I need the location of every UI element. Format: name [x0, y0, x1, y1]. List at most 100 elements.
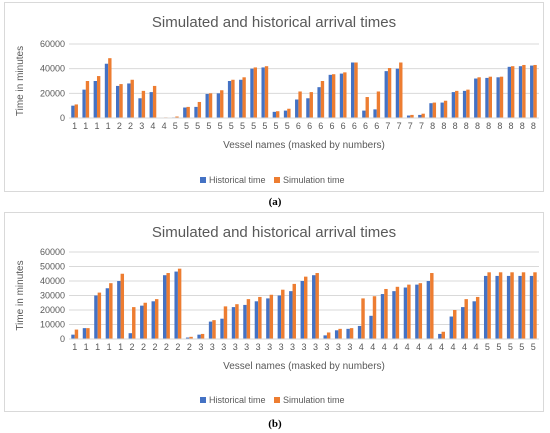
historical-bar — [507, 66, 512, 118]
legend-historical-label: Historical time — [209, 175, 266, 185]
historical-bar — [380, 294, 385, 339]
x-axis-label: Vessel names (masked by numbers) — [223, 361, 385, 372]
simulation-bar — [287, 108, 291, 118]
chart-a-panel: Simulated and historical arrival times Ti… — [4, 2, 544, 192]
simulation-bar — [365, 97, 369, 118]
historical-bar — [438, 333, 442, 339]
simulation-bar — [132, 307, 136, 339]
historical-bar — [243, 304, 247, 339]
chart-b-panel: Simulated and historical arrival times Ti… — [4, 212, 544, 412]
simulation-bar — [384, 288, 388, 339]
historical-bar — [415, 284, 419, 339]
x-tick-label: 3 — [301, 342, 306, 352]
x-tick-label: 6 — [307, 121, 312, 131]
historical-bar — [183, 107, 187, 118]
historical-bar — [529, 275, 534, 339]
x-tick-label: 5 — [206, 121, 211, 131]
historical-bar — [518, 66, 523, 118]
simulation-bar — [152, 85, 157, 118]
x-tick-label: 1 — [94, 121, 99, 131]
x-tick-label: 8 — [486, 121, 491, 131]
x-tick-label: 4 — [439, 342, 444, 352]
historical-bar — [208, 321, 213, 339]
x-tick-label: 4 — [473, 342, 478, 352]
simulation-bar — [487, 272, 491, 339]
x-tick-label: 3 — [313, 342, 318, 352]
simulation-bar — [276, 111, 280, 118]
x-tick-label: 3 — [244, 342, 249, 352]
x-tick-label: 8 — [475, 121, 480, 131]
historical-bar — [205, 93, 209, 118]
x-tick-label: 6 — [363, 121, 368, 131]
legend-historical-label: Historical time — [209, 395, 266, 405]
historical-bar — [272, 111, 277, 118]
simulation-bar — [349, 328, 354, 339]
simulation-bar — [475, 296, 480, 339]
y-tick-label: 50000 — [40, 262, 65, 272]
simulation-bar — [455, 90, 459, 118]
simulation-bar — [97, 292, 102, 339]
simulation-bar — [432, 102, 437, 118]
historical-bar — [530, 65, 534, 118]
x-tick-label: 1 — [106, 121, 111, 131]
simulation-bar — [498, 272, 503, 339]
x-tick-label: 3 — [290, 342, 295, 352]
x-tick-label: 5 — [229, 121, 234, 131]
simulation-bar — [418, 283, 423, 339]
x-tick-label: 6 — [318, 121, 323, 131]
x-tick-label: 2 — [130, 342, 135, 352]
simulation-bar — [441, 331, 445, 339]
historical-bar — [116, 85, 120, 118]
historical-bar — [140, 305, 144, 339]
simulation-bar — [231, 79, 235, 118]
simulation-bar — [96, 76, 101, 118]
historical-bar — [127, 83, 131, 118]
x-tick-label: 1 — [72, 342, 77, 352]
simulation-bar — [466, 89, 470, 118]
historical-bar — [334, 330, 339, 339]
x-tick-label: 8 — [441, 121, 446, 131]
simulation-bar — [522, 64, 526, 118]
historical-bar — [94, 295, 98, 339]
y-tick-label: 30000 — [40, 291, 65, 301]
simulation-bar — [189, 336, 193, 339]
x-tick-label: 6 — [329, 121, 334, 131]
x-tick-label: 4 — [359, 342, 364, 352]
y-tick-label: 40000 — [40, 276, 65, 286]
x-tick-label: 3 — [139, 121, 144, 131]
x-tick-label: 3 — [256, 342, 261, 352]
historical-bar — [151, 301, 155, 339]
historical-bar — [174, 271, 178, 339]
x-tick-label: 3 — [267, 342, 272, 352]
simulation-bar — [338, 328, 342, 339]
x-tick-label: 2 — [175, 342, 180, 352]
x-tick-label: 6 — [341, 121, 346, 131]
y-axis-label: Time in minutes — [15, 260, 26, 330]
historical-bar — [82, 328, 87, 339]
x-tick-label: 2 — [187, 342, 192, 352]
historical-bar — [418, 114, 422, 118]
simulation-bar — [258, 296, 262, 339]
simulation-bar — [309, 92, 313, 118]
y-tick-label: 20000 — [40, 88, 65, 98]
x-tick-label: 7 — [385, 121, 390, 131]
historical-bar — [369, 315, 373, 339]
y-tick-label: 20000 — [40, 305, 65, 315]
historical-bar — [395, 68, 400, 118]
x-tick-label: 4 — [428, 342, 433, 352]
simulation-bar — [372, 296, 377, 339]
historical-bar — [185, 337, 190, 339]
historical-bar — [474, 78, 478, 118]
x-tick-label: 3 — [336, 342, 341, 352]
historical-bar — [197, 334, 201, 339]
historical-bar — [506, 275, 511, 339]
simulation-bar — [395, 286, 400, 339]
historical-bar — [339, 73, 344, 118]
x-tick-label: 4 — [393, 342, 398, 352]
historical-bar — [266, 298, 270, 339]
simulation-bar — [488, 76, 492, 118]
x-tick-label: 4 — [416, 342, 421, 352]
simulation-bar — [253, 67, 257, 118]
historical-bar — [300, 281, 304, 339]
simulation-bar — [86, 328, 90, 339]
